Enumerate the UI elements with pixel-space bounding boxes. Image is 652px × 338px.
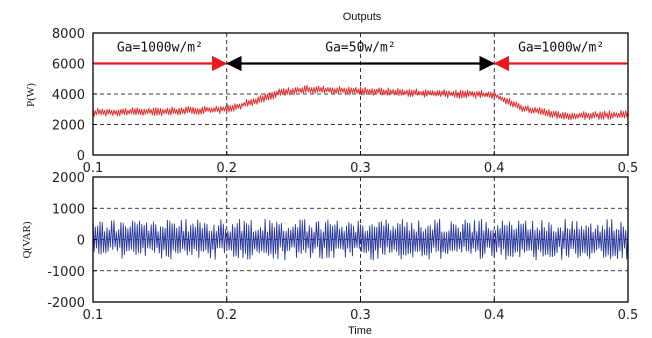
x-axis-label: Time bbox=[348, 325, 372, 337]
reactive-y-tick-label: -2000 bbox=[47, 296, 85, 311]
figure-title: Outputs bbox=[343, 11, 382, 23]
power-x-tick-label: 0.2 bbox=[216, 161, 237, 176]
power-plot: P(W) 0 2000 4000 6000 8000 0.1 0.2 0.3 0.4 0.5 Ga=… bbox=[25, 27, 638, 176]
power-y-tick-label: 4000 bbox=[52, 88, 85, 103]
power-x-tick-label: 0.3 bbox=[350, 161, 371, 176]
reactive-x-tick-label: 0.1 bbox=[83, 308, 104, 323]
power-y-tick-label: 2000 bbox=[52, 119, 85, 134]
power-y-axis-label: P(W) bbox=[25, 83, 37, 107]
reactive-power-plot: Q(VAR) -2000 -1000 0 1000 2000 0.1 0.2 0.3 0.4 0.… bbox=[21, 171, 638, 323]
irradiance-label: Ga=1000w/m² bbox=[117, 41, 203, 56]
power-x-tick-label: 0.5 bbox=[618, 161, 639, 176]
reactive-x-tick-label: 0.4 bbox=[484, 308, 505, 323]
power-x-tick-label: 0.4 bbox=[484, 161, 505, 176]
reactive-x-tick-label: 0.2 bbox=[216, 308, 237, 323]
irradiance-label: Ga=1000w/m² bbox=[518, 41, 604, 56]
reactive-y-tick-label: 0 bbox=[77, 234, 85, 249]
power-y-tick-label: 6000 bbox=[52, 58, 85, 73]
reactive-y-tick-label: -1000 bbox=[47, 265, 85, 280]
reactive-y-tick-label: 2000 bbox=[52, 171, 85, 186]
power-y-tick-label: 0 bbox=[77, 149, 85, 164]
reactive-y-axis-label: Q(VAR) bbox=[21, 221, 33, 258]
irradiance-label: Ga=50w/m² bbox=[325, 41, 395, 56]
reactive-x-tick-label: 0.5 bbox=[618, 308, 639, 323]
reactive-series-line bbox=[92, 218, 629, 261]
power-x-tick-label: 0.1 bbox=[83, 161, 104, 176]
reactive-x-tick-label: 0.3 bbox=[350, 308, 371, 323]
power-y-tick-label: 8000 bbox=[52, 27, 85, 42]
reactive-y-tick-label: 1000 bbox=[52, 202, 85, 217]
power-series-line bbox=[92, 84, 629, 121]
